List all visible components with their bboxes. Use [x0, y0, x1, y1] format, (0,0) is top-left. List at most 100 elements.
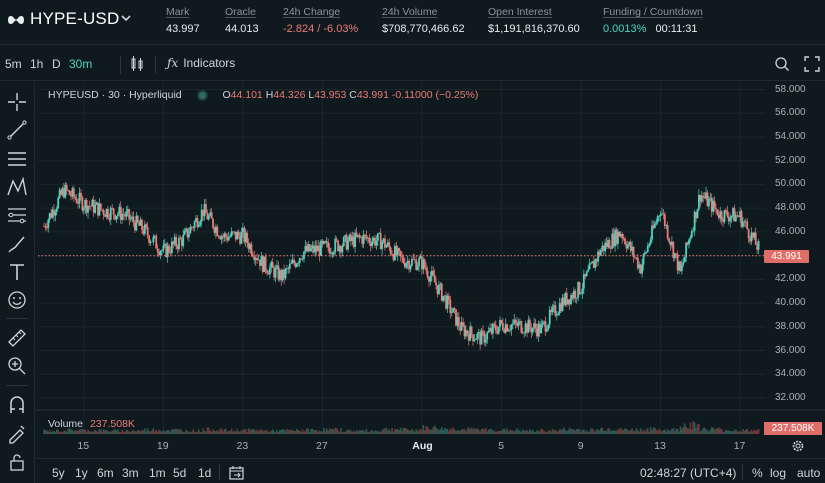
close-value: 43.991 [356, 89, 389, 101]
candle-body [105, 208, 108, 217]
range-5d[interactable]: 5d [173, 466, 187, 480]
stat-label[interactable]: Oracle [225, 6, 256, 18]
volume-bar [453, 429, 456, 434]
candles-icon[interactable] [130, 56, 144, 72]
candle-body [134, 222, 136, 231]
volume-bar [244, 429, 247, 434]
fib-tool[interactable] [6, 205, 28, 227]
candle-body [455, 309, 457, 326]
stat-label[interactable]: 24h Volume [382, 6, 438, 18]
candle-body [705, 192, 707, 199]
interval-30m[interactable]: 30m [69, 57, 93, 71]
emoji-tool[interactable] [6, 289, 28, 311]
volume-bar [240, 430, 243, 434]
volume-bar [350, 430, 352, 434]
candle-body [645, 251, 648, 253]
candle-body [301, 258, 304, 260]
volume-bar [422, 425, 425, 434]
volume-bar [149, 431, 152, 434]
candle-body [178, 237, 180, 249]
candle-body [692, 230, 695, 232]
auto-scale-toggle[interactable]: auto [797, 466, 821, 480]
pair-selector[interactable]: HYPE-USD [30, 9, 120, 28]
change-value: -0.11000 (−0.25%) [391, 89, 479, 101]
candle-body [274, 268, 277, 278]
magnet-tool[interactable] [6, 394, 28, 416]
price-tick-label: 32.000 [775, 392, 806, 403]
candle-body [165, 243, 168, 258]
candle-body [99, 203, 102, 210]
candle-body [263, 256, 266, 272]
stat-label[interactable]: Funding / Countdown [603, 6, 703, 18]
calendar-range-icon[interactable] [229, 465, 245, 480]
text-tool[interactable] [6, 261, 28, 283]
stat-label[interactable]: Mark [166, 6, 190, 18]
candle-body [403, 263, 406, 268]
parallel-channel-tool[interactable] [6, 148, 28, 170]
candle-body [108, 217, 111, 220]
chevron-down-icon[interactable] [120, 12, 132, 24]
range-3m[interactable]: 3m [122, 466, 139, 480]
volume-bar [217, 431, 220, 434]
candle-body [672, 241, 675, 259]
candle-body [331, 252, 334, 255]
candle-body [720, 211, 723, 221]
candle-body [574, 290, 577, 299]
volume-bar [512, 430, 514, 434]
price-chart[interactable] [0, 82, 825, 462]
candle-body [602, 245, 605, 252]
percent-scale-toggle[interactable]: % [752, 466, 763, 480]
volume-bar [77, 430, 79, 434]
candle-body [173, 236, 176, 245]
clock-time[interactable]: 02:48:27 (UTC+4) [640, 466, 737, 480]
stat-label[interactable]: 24h Change [283, 6, 341, 18]
range-1y[interactable]: 1y [75, 466, 88, 480]
range-1d[interactable]: 1d [198, 466, 212, 480]
zoom-tool[interactable] [6, 355, 28, 377]
interval-d[interactable]: D [52, 57, 61, 71]
screenshot-icon[interactable] [774, 56, 790, 72]
candle-body [597, 251, 599, 262]
volume-bar [146, 428, 149, 434]
volume-bar [591, 428, 594, 434]
candle-body [183, 230, 186, 235]
bottom-divider [34, 458, 825, 459]
candle-body [216, 226, 219, 236]
lock-tool[interactable] [6, 451, 28, 473]
volume-bar [215, 431, 217, 434]
trendline-tool[interactable] [6, 119, 28, 141]
candle-body [702, 195, 705, 197]
candle-body [226, 237, 229, 241]
candle-body [141, 219, 143, 231]
volume-bar [448, 431, 450, 434]
range-5y[interactable]: 5y [52, 466, 65, 480]
stat-value-group: 0.0013% 00:11:31 [603, 23, 703, 35]
log-scale-toggle[interactable]: log [770, 466, 787, 480]
candle-body [635, 257, 638, 259]
candle-body [98, 203, 101, 216]
volume-bar [602, 431, 605, 434]
volume-bar [242, 430, 244, 434]
range-6m[interactable]: 6m [97, 466, 114, 480]
brush-tool[interactable] [6, 233, 28, 255]
candle-body [246, 232, 249, 243]
volume-bar [689, 422, 692, 434]
symbol-title[interactable]: HYPEUSD · 30 · Hyperliquid [48, 89, 182, 101]
candle-body [683, 257, 686, 263]
stay-in-drawing-tool[interactable] [6, 422, 28, 444]
volume-bar [178, 429, 180, 434]
volume-bar [673, 431, 676, 434]
crosshair-tool[interactable] [6, 91, 28, 113]
settings-gear-icon[interactable] [791, 439, 805, 453]
pattern-tool[interactable] [6, 176, 28, 198]
interval-5m[interactable]: 5m [5, 57, 22, 71]
indicators-button[interactable]: ƒx Indicators [167, 56, 235, 70]
stat-label[interactable]: Open Interest [488, 6, 552, 18]
candle-body [57, 197, 60, 209]
range-1m[interactable]: 1m [149, 466, 166, 480]
measure-tool[interactable] [6, 327, 28, 349]
volume-bar [47, 432, 50, 434]
fullscreen-icon[interactable] [804, 56, 820, 72]
interval-1h[interactable]: 1h [30, 57, 44, 71]
stat-value: -2.824 / -6.03% [283, 23, 359, 35]
